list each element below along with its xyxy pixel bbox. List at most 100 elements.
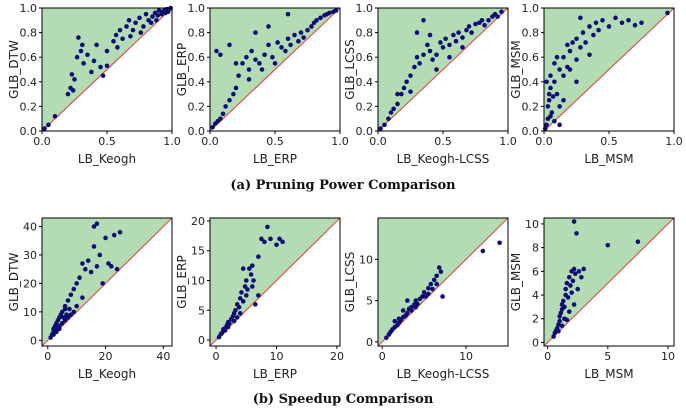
x-axis-label: LB_ERP: [253, 367, 297, 381]
data-point: [239, 290, 244, 295]
x-axis-label: LB_MSM: [584, 152, 633, 166]
data-point: [133, 20, 138, 26]
x-axis-label: LB_Keogh-LCSS: [397, 152, 490, 166]
y-tick-label: 0.8: [20, 27, 38, 40]
data-point: [382, 122, 387, 128]
data-point: [391, 106, 396, 112]
x-tick-label: 0.0: [369, 135, 387, 148]
data-point: [277, 236, 282, 242]
data-point: [453, 38, 459, 44]
data-point: [156, 8, 162, 13]
x-tick-label: 40: [156, 350, 170, 363]
x-tick-label: 1.0: [331, 135, 349, 148]
data-point: [223, 104, 228, 109]
x-tick-label: 10: [270, 350, 284, 363]
x-tick-label: 0.5: [266, 135, 284, 148]
data-point: [384, 335, 389, 341]
data-point: [557, 104, 562, 109]
data-point: [434, 52, 439, 58]
x-axis-label: LB_Keogh-LCSS: [397, 367, 490, 381]
data-point: [469, 30, 474, 35]
data-point: [565, 42, 570, 48]
data-point: [464, 27, 469, 33]
data-point: [296, 38, 301, 44]
data-point: [243, 293, 249, 298]
data-point: [78, 48, 84, 54]
data-point: [434, 281, 440, 287]
data-point: [270, 54, 275, 60]
data-point: [557, 67, 562, 72]
data-point: [434, 273, 440, 279]
y-tick-label: 2: [532, 313, 539, 326]
data-point: [556, 328, 561, 334]
data-point: [606, 24, 612, 29]
data-point: [479, 18, 485, 23]
data-point: [600, 18, 605, 23]
x-tick-label: 10: [661, 350, 675, 363]
data-point: [561, 73, 566, 78]
y-tick-label: 1.0: [188, 2, 206, 15]
y-tick-label: 0: [366, 336, 373, 349]
data-point: [574, 79, 579, 85]
data-point: [237, 310, 243, 316]
data-point: [62, 318, 68, 323]
data-point: [256, 293, 261, 298]
y-tick-label: 0.2: [522, 100, 540, 113]
data-point: [438, 269, 444, 274]
data-point: [578, 45, 583, 50]
data-point: [246, 77, 252, 82]
data-point: [596, 27, 601, 33]
data-point: [570, 40, 575, 45]
data-point: [426, 291, 431, 297]
data-point: [249, 48, 254, 54]
data-point: [571, 302, 577, 307]
data-point: [591, 32, 596, 38]
diagonal-line: [209, 217, 341, 347]
x-tick-label: 0.5: [434, 135, 452, 148]
x-axis-label: LB_MSM: [584, 367, 633, 381]
data-point: [305, 27, 310, 33]
data-point: [447, 54, 452, 60]
panel-pruning-dtw: 0.0 0.5 1.0 0.0 0.2 0.4 0.6 0.8 1.0 LB_Keogh GLB_D…: [7, 2, 181, 169]
data-point: [72, 77, 77, 82]
data-point: [103, 235, 108, 241]
data-point: [564, 280, 570, 286]
chart-speedup-erp: 0 10 20 0 5 10 15 20 LB_ERP GLB_ERP: [175, 215, 344, 381]
data-point: [68, 292, 74, 298]
data-point: [557, 122, 562, 128]
data-point: [412, 64, 417, 70]
data-point: [583, 40, 588, 45]
data-point: [417, 61, 422, 66]
data-point: [405, 298, 410, 303]
data-point: [59, 320, 65, 326]
data-point: [80, 42, 85, 48]
data-point: [605, 242, 611, 248]
y-tick-label: 10: [525, 218, 539, 231]
y-tick-label: 0.6: [188, 51, 206, 64]
data-point: [579, 274, 584, 280]
data-point: [456, 30, 461, 35]
data-point: [115, 45, 120, 50]
data-point: [210, 125, 215, 130]
y-tick-label: 0.4: [522, 76, 540, 89]
data-point: [233, 61, 239, 66]
data-point: [279, 45, 284, 50]
chart-speedup-dtw: 0 20 40 0 10 20 30 40 LB_Keogh GLB_DTW: [7, 217, 173, 381]
data-point: [409, 304, 414, 310]
data-point: [567, 67, 573, 72]
data-point: [51, 332, 56, 337]
data-point: [404, 79, 409, 85]
data-point: [285, 11, 291, 17]
data-point: [150, 14, 155, 19]
data-point: [257, 61, 262, 66]
data-point: [237, 296, 243, 301]
data-point: [70, 88, 76, 93]
data-point: [550, 94, 556, 99]
data-point: [421, 290, 427, 295]
data-point: [587, 24, 592, 29]
data-point: [233, 307, 238, 313]
y-tick-label: 0.2: [188, 100, 206, 113]
y-tick-label: 10: [359, 253, 373, 266]
data-point: [405, 310, 410, 316]
data-point: [143, 11, 149, 17]
